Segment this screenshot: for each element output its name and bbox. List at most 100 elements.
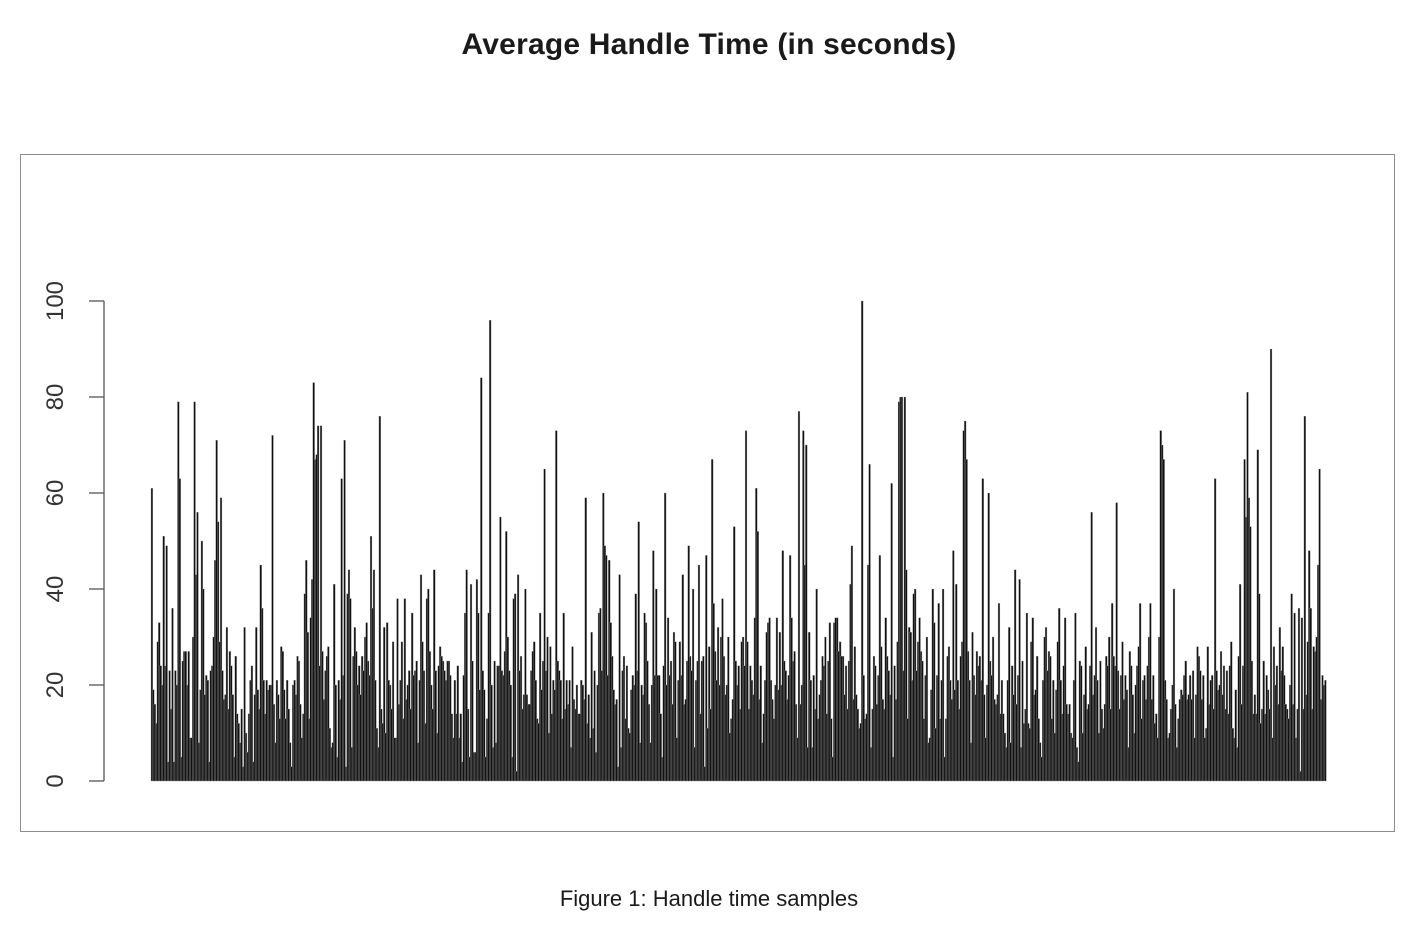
bar [483,689,486,782]
bar [615,699,618,782]
bar [378,416,381,782]
y-tick-label: 80 [42,384,69,411]
bar [415,660,418,782]
bar [942,588,945,782]
bar [618,574,621,782]
bar [568,680,571,782]
bar [509,684,512,782]
bar [514,593,517,782]
bar [1258,593,1261,782]
bar [150,488,153,782]
bar [828,622,831,782]
bar [850,545,853,782]
bar [659,713,662,782]
bar [933,622,936,782]
bar [965,459,968,782]
bar [372,569,376,782]
bar [1139,603,1142,782]
bar [271,435,274,782]
bar [490,684,493,782]
bar [383,627,386,782]
bar [250,665,253,782]
bar [759,665,762,782]
bar [334,684,337,782]
bar [489,320,492,782]
bar [1239,584,1242,782]
bar [1018,579,1021,782]
bar [815,588,818,782]
bar [590,632,593,782]
bar [1162,459,1165,782]
bar [343,440,346,782]
bar [952,550,955,782]
bar [206,680,209,782]
bar [202,588,205,782]
bar [1269,348,1273,782]
bar [937,603,940,782]
bar [1202,675,1205,782]
bar [546,636,549,782]
bar [681,574,684,782]
bar [319,425,323,782]
bar [240,708,243,782]
bar [1297,608,1301,782]
bar [165,545,168,782]
bar [1318,468,1321,782]
bar [692,588,695,782]
bar [744,430,748,782]
bar [289,742,292,782]
bar [697,564,701,782]
bar [187,651,190,782]
bar [824,636,827,782]
bar [987,492,990,782]
bar [637,521,640,782]
bar [403,598,406,782]
bar [861,300,864,782]
bar [434,670,437,782]
bar [562,612,565,782]
bar [196,512,199,782]
bar [605,555,608,782]
bar [652,550,655,782]
y-tick-label: 60 [42,480,69,507]
bar [1309,608,1312,782]
bar [968,680,971,782]
bar [584,497,587,782]
bar [456,665,459,782]
bar [1008,627,1011,782]
figure-caption: Figure 1: Handle time samples [559,886,859,911]
bar [1249,526,1252,782]
bar [733,526,736,782]
bar [480,377,483,782]
bar [1172,588,1176,782]
bar [459,713,462,782]
bar [797,411,801,782]
bar [306,632,309,782]
bar [317,425,320,782]
bar [396,598,399,782]
bar [1230,641,1233,782]
chart-title: Average Handle Time (in seconds) [461,28,957,61]
bar [340,478,343,782]
bar [1080,665,1083,782]
bar [925,636,928,782]
bar [905,569,908,782]
bar [499,516,502,782]
bar [465,569,468,782]
bar [400,641,403,782]
bar [333,584,336,782]
y-tick-label: 40 [42,576,69,603]
bar [1290,593,1293,782]
bar [1096,680,1099,782]
bar [981,478,984,782]
bar [997,603,1001,782]
bar [1014,569,1017,782]
bar [1052,680,1055,782]
bar [171,608,174,782]
bar [1234,689,1237,782]
bar [524,588,527,782]
bar [705,555,708,782]
bar [702,656,705,782]
bar [674,641,677,782]
